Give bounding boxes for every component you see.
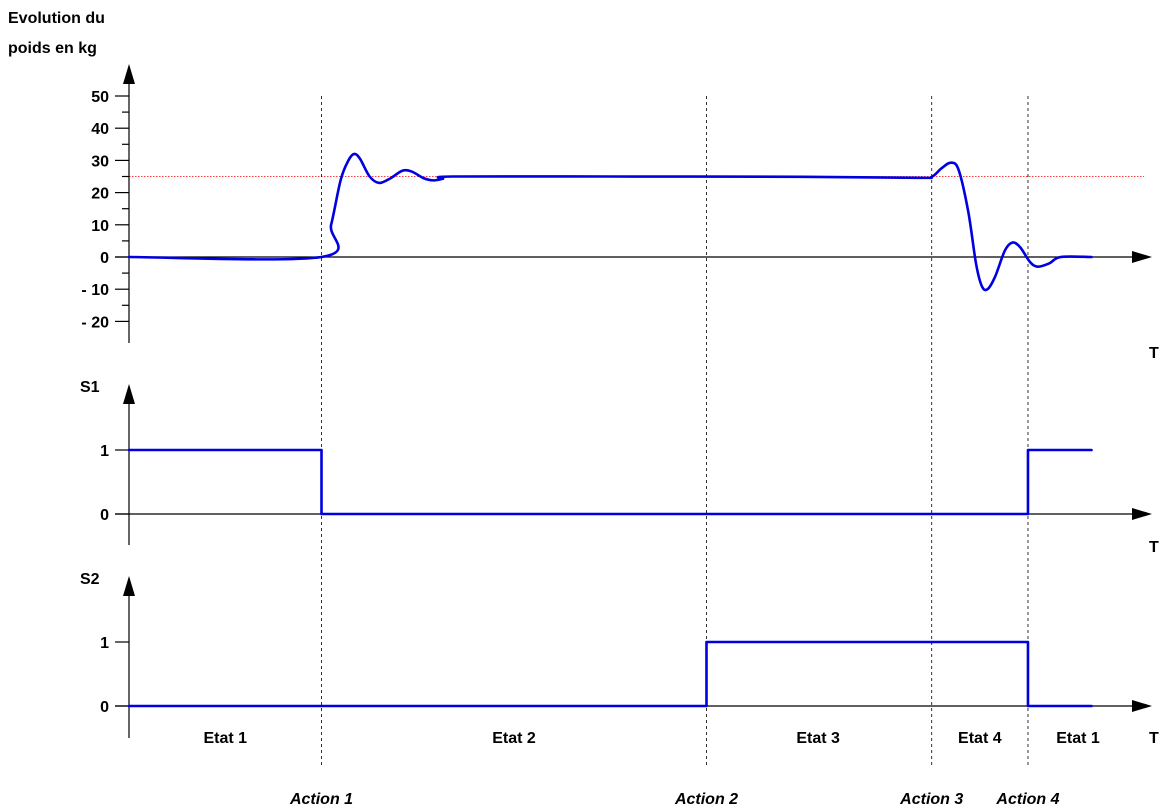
y-tick-label-1-6: 0	[100, 250, 109, 267]
state-label-3: Etat 3	[796, 730, 840, 747]
y-tick-label-2-2: 0	[100, 507, 109, 524]
weight-axis-title-line-2: poids en kg	[8, 40, 97, 57]
y-axis-arrow-2	[123, 384, 135, 404]
x-axis-arrow-3	[1132, 700, 1152, 712]
state-label-2: Etat 2	[492, 730, 536, 747]
series-line-2-1	[127, 448, 1093, 516]
y-axis-arrow-3	[123, 576, 135, 596]
series-line-1-1	[127, 152, 1093, 292]
action-label-3: Action 3	[899, 791, 963, 808]
y-tick-label-1-2: 40	[91, 121, 109, 138]
y-tick-label-1-1: 50	[91, 89, 109, 106]
s1-axis-title: S1	[80, 379, 100, 396]
x-axis-arrow-2	[1132, 508, 1152, 520]
state-label-5: Etat 1	[1056, 730, 1100, 747]
s2-x-axis-label: T	[1149, 730, 1159, 747]
y-tick-label-1-8: - 20	[81, 314, 109, 331]
y-tick-label-1-3: 30	[91, 153, 109, 170]
y-axis-arrow-1	[123, 64, 135, 84]
s1-x-axis-label: T	[1149, 539, 1159, 556]
state-label-4: Etat 4	[958, 730, 1002, 747]
y-tick-label-3-2: 0	[100, 699, 109, 716]
s2-axis-title: S2	[80, 571, 100, 588]
state-label-1: Etat 1	[203, 730, 247, 747]
action-label-2: Action 2	[674, 791, 738, 808]
series-line-3-1	[127, 640, 1093, 708]
y-tick-label-3-1: 1	[100, 635, 109, 652]
weight-x-axis-label: T	[1149, 345, 1159, 362]
x-axis-arrow-1	[1132, 251, 1152, 263]
action-label-4: Action 4	[995, 791, 1059, 808]
y-tick-label-1-7: - 10	[81, 282, 109, 299]
y-tick-label-1-5: 10	[91, 218, 109, 235]
action-label-1: Action 1	[289, 791, 353, 808]
y-tick-label-2-1: 1	[100, 443, 109, 460]
y-tick-label-1-4: 20	[91, 186, 109, 203]
weight-axis-title-line-1: Evolution du	[8, 10, 105, 27]
